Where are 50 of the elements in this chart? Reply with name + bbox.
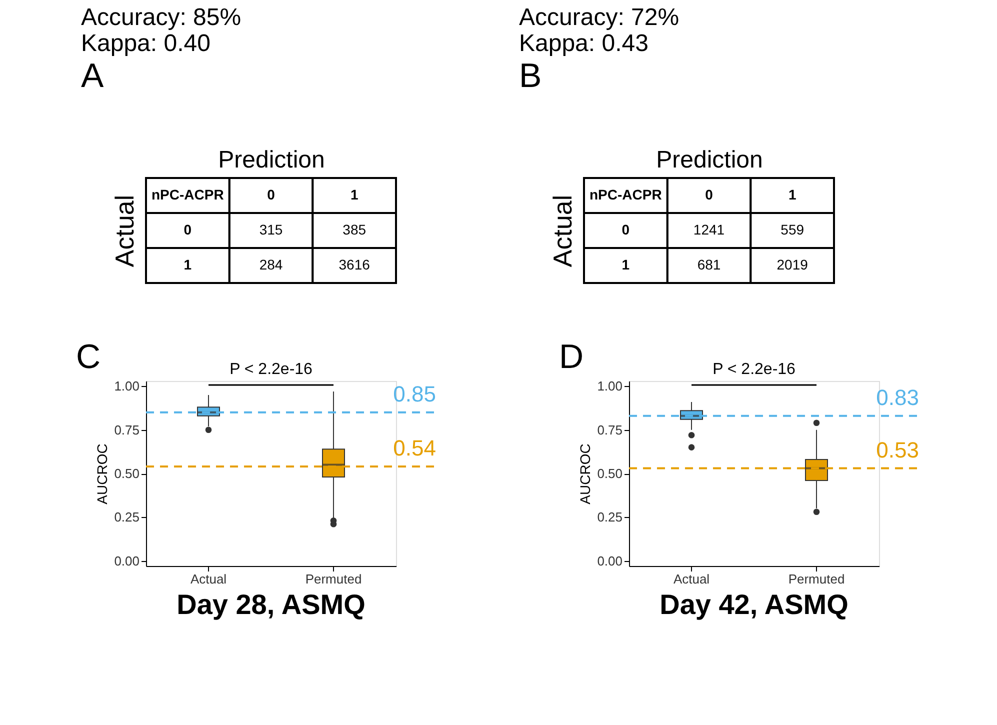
x-tick-label: Permuted xyxy=(305,572,362,586)
y-tick-label: 0.75 xyxy=(114,422,140,438)
y-tick-label: 0.75 xyxy=(597,422,622,438)
ref-line-label: 0.83 xyxy=(876,384,919,410)
data-label: 559 xyxy=(780,222,804,238)
data-label: 2019 xyxy=(776,256,808,272)
y-tick-label: 0.00 xyxy=(597,553,622,568)
chart-subtitle: Kappa: 0.43 xyxy=(519,30,648,57)
data-label: 385 xyxy=(342,222,366,238)
y-axis-title: AUCROC xyxy=(94,444,110,504)
ref-line-label: 0.53 xyxy=(876,437,919,462)
x-tick-label: 1 xyxy=(788,186,796,202)
data-label: 284 xyxy=(259,256,283,272)
chart-title: Accuracy: 85% xyxy=(81,4,242,31)
text: Day 28, ASMQ xyxy=(176,589,366,620)
ref-line-label: 0.54 xyxy=(393,436,436,461)
y-tick-label: 0.25 xyxy=(597,510,622,525)
y-tick-label: 1.00 xyxy=(597,378,622,394)
y-axis-title: AUCROC xyxy=(577,444,594,504)
x-tick-label: 0 xyxy=(267,186,276,202)
x-axis-title: Prediction xyxy=(656,146,763,174)
y-tick-label: 0.50 xyxy=(597,466,622,481)
y-tick-label: 0.00 xyxy=(114,553,140,568)
data-label: 1241 xyxy=(693,222,725,238)
text: P < 2.2e-16 xyxy=(712,361,796,378)
x-tick-label: 1 xyxy=(350,186,358,202)
text: B xyxy=(519,57,542,95)
x-axis-title: Prediction xyxy=(218,146,325,174)
y-tick-label: 0.25 xyxy=(114,510,140,525)
chart-title: Accuracy: 72% xyxy=(519,4,680,31)
text: nPC-ACPR xyxy=(151,186,224,202)
data-label: 3616 xyxy=(338,256,370,272)
ref-line-label: 0.85 xyxy=(393,381,436,406)
y-tick-label: 0 xyxy=(622,222,630,238)
data-label: 315 xyxy=(259,222,283,238)
y-tick-label: 1.00 xyxy=(114,378,140,394)
x-tick-label: Actual xyxy=(673,572,710,586)
text: C xyxy=(76,338,101,376)
x-tick-label: Actual xyxy=(190,572,227,586)
text: A xyxy=(81,57,104,95)
text: Day 42, ASMQ xyxy=(660,589,848,620)
text: D xyxy=(559,338,584,376)
chart-subtitle: Kappa: 0.40 xyxy=(81,30,210,57)
text: nPC-ACPR xyxy=(589,186,662,202)
text: P < 2.2e-16 xyxy=(230,361,313,378)
data-label: 681 xyxy=(697,256,721,272)
x-tick-label: Permuted xyxy=(788,572,845,586)
y-tick-label: 0.50 xyxy=(114,466,140,481)
y-tick-label: 1 xyxy=(622,256,630,272)
x-tick-label: 0 xyxy=(705,186,714,202)
